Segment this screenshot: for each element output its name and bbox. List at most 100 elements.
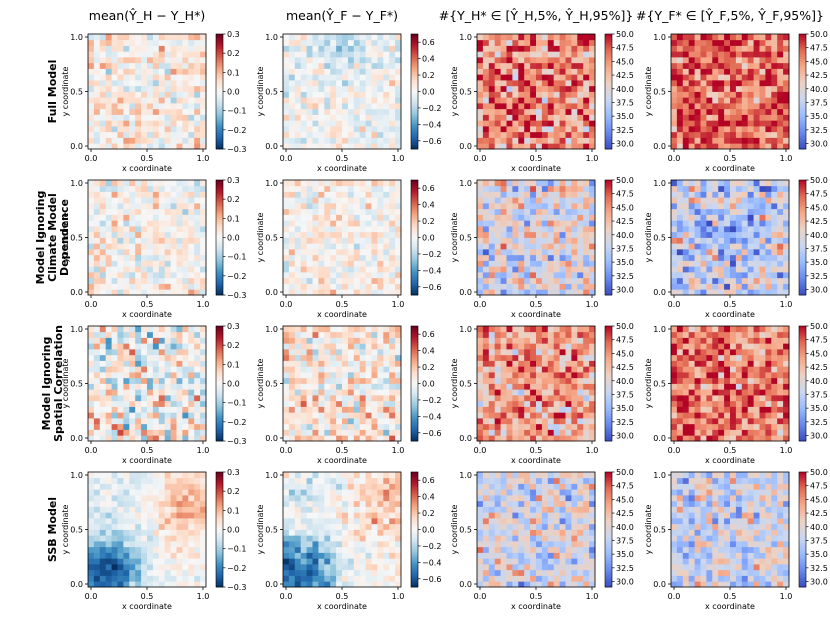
heatmap-cell	[682, 254, 690, 261]
heatmap-cell	[164, 137, 171, 144]
heatmap-cell	[577, 249, 584, 256]
heatmap-cell	[389, 354, 396, 361]
colorbar-segment	[799, 81, 806, 85]
heatmap-cell	[194, 62, 201, 69]
heatmap-cell	[512, 254, 519, 261]
heatmap-cell	[676, 208, 684, 215]
colorbar-segment	[411, 127, 418, 131]
heatmap-cell	[706, 103, 713, 110]
heatmap-cell	[117, 343, 124, 350]
heatmap-cell	[518, 91, 525, 98]
heatmap-cell	[117, 68, 124, 75]
heatmap-cell	[688, 180, 695, 187]
colorbar-segment	[605, 68, 612, 71]
heatmap-cell	[383, 45, 390, 52]
heatmap-cell	[671, 197, 678, 204]
heatmap-cell	[477, 180, 484, 187]
heatmap-cell	[371, 80, 378, 87]
heatmap-cell	[547, 137, 555, 144]
heatmap-cell	[759, 277, 766, 284]
heatmap-cell	[547, 131, 555, 138]
heatmap-cell	[105, 220, 112, 227]
colorbar-segment	[216, 49, 223, 52]
heatmap-cell	[342, 354, 349, 361]
heatmap-cell	[571, 266, 578, 273]
heatmap-cell	[682, 120, 690, 127]
heatmap-cell	[117, 137, 124, 144]
colorbar-segment	[605, 233, 612, 236]
colorbar-segment	[799, 131, 806, 135]
heatmap-cell	[676, 62, 684, 69]
heatmap-cell	[365, 120, 372, 127]
heatmap-cell	[730, 283, 737, 290]
heatmap-cell	[105, 114, 112, 121]
heatmap-cell	[294, 191, 302, 198]
heatmap-cell	[706, 249, 713, 256]
heatmap-cell	[182, 360, 189, 367]
heatmap-cell	[482, 231, 490, 238]
heatmap-cell	[371, 343, 378, 350]
heatmap-cell	[553, 266, 560, 273]
heatmap-cell	[111, 354, 118, 361]
heatmap-cell	[88, 360, 95, 367]
heatmap-cell	[342, 51, 349, 58]
heatmap-cell	[547, 143, 555, 150]
colorbar-segment	[799, 185, 806, 189]
heatmap-cell	[735, 62, 743, 69]
heatmap-cell	[123, 226, 130, 233]
heatmap-cell	[141, 208, 148, 215]
heatmap-cell	[359, 349, 366, 356]
heatmap-cell	[383, 57, 390, 64]
heatmap-cell	[318, 383, 325, 390]
heatmap-cell	[730, 97, 737, 104]
heatmap-cell	[294, 97, 302, 104]
heatmap-cell	[571, 91, 578, 98]
colorbar-segment	[411, 350, 418, 354]
heatmap-cell	[688, 214, 695, 221]
heatmap-cell	[395, 120, 402, 127]
heatmap-cell	[530, 272, 537, 279]
heatmap-cell	[682, 214, 690, 221]
heatmap-cell	[365, 143, 372, 150]
heatmap-cell	[389, 197, 396, 204]
heatmap-cell	[506, 57, 513, 64]
heatmap-cell	[283, 283, 290, 290]
heatmap-cell	[182, 337, 189, 344]
heatmap-cell	[747, 120, 754, 127]
heatmap-cell	[353, 435, 361, 442]
colorbar-segment	[799, 208, 806, 212]
heatmap-cell	[765, 74, 772, 81]
colorbar-segment	[605, 287, 612, 290]
heatmap-cell	[88, 435, 95, 442]
heatmap-cell	[176, 383, 183, 390]
heatmap-cell	[565, 103, 572, 110]
heatmap-cell	[164, 277, 171, 284]
heatmap-cell	[477, 260, 484, 267]
heatmap-cell	[530, 220, 537, 227]
heatmap-cell	[182, 203, 189, 210]
heatmap-cell	[93, 34, 101, 41]
row-title-3: Model Ignoring Spatial Correlation	[40, 325, 65, 442]
colorbar-segment	[799, 126, 806, 129]
colorbar-tick-label: 37.5	[810, 98, 828, 107]
heatmap-cell	[117, 120, 124, 127]
heatmap-cell	[312, 389, 319, 396]
heatmap-cell	[318, 34, 325, 41]
heatmap-cell	[294, 208, 302, 215]
heatmap-cell	[300, 203, 307, 210]
heatmap-cell	[765, 277, 772, 284]
colorbar-segment	[411, 366, 418, 369]
heatmap-cell	[152, 360, 160, 367]
heatmap-cell	[389, 108, 396, 115]
heatmap-cell	[494, 237, 501, 244]
heatmap-cell	[170, 326, 177, 333]
heatmap-cell	[530, 226, 537, 233]
heatmap-cell	[283, 91, 290, 98]
heatmap-cell	[700, 208, 707, 215]
heatmap-cell	[671, 114, 678, 121]
colorbar-segment	[216, 39, 223, 43]
heatmap-cell	[700, 45, 707, 52]
heatmap-cell	[712, 249, 719, 256]
heatmap-cell	[741, 137, 749, 144]
